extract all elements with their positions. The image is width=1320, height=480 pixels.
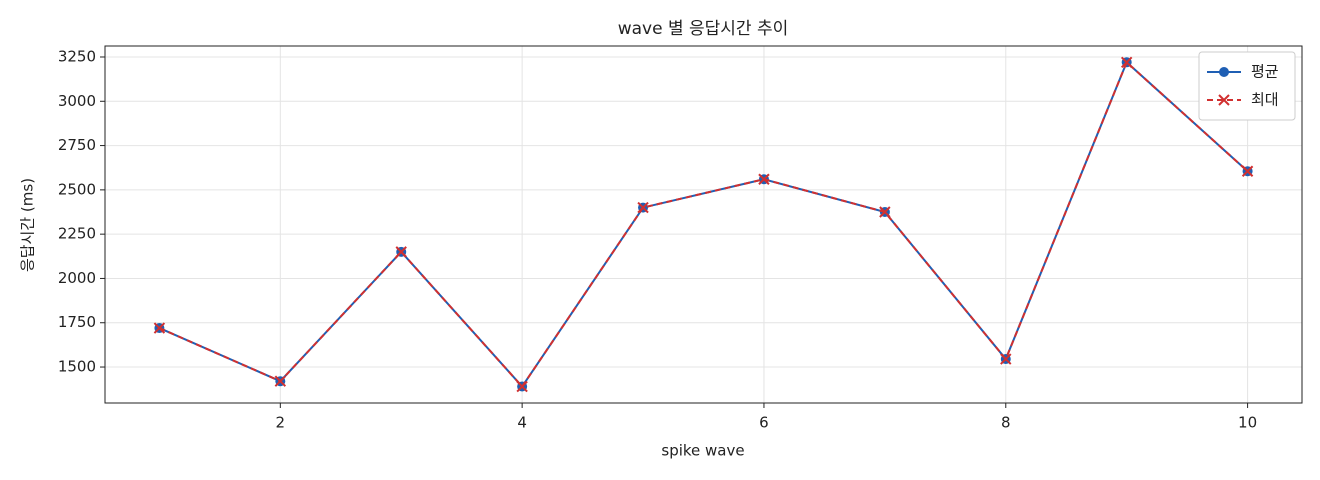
- x-tick-label: 8: [1001, 414, 1011, 432]
- y-tick-label: 2750: [58, 136, 96, 154]
- marker: [274, 375, 287, 387]
- marker: [516, 380, 528, 393]
- y-tick-label: 2500: [58, 180, 96, 198]
- marker: [1120, 56, 1133, 69]
- marker: [758, 173, 770, 185]
- x-axis-label: spike wave: [661, 442, 744, 460]
- marker: [879, 206, 891, 218]
- y-axis-label: 응답시간 (ms): [19, 178, 37, 272]
- legend-label: 평균: [1251, 63, 1279, 81]
- legend-label: 최대: [1251, 91, 1279, 109]
- y-tick-label: 2250: [58, 225, 96, 243]
- chart-title: wave 별 응답시간 추이: [618, 19, 789, 39]
- marker: [637, 201, 649, 214]
- y-tick-label: 3250: [58, 47, 96, 65]
- x-tick-label: 2: [276, 414, 286, 432]
- marker: [1219, 67, 1229, 77]
- y-tick-label: 1500: [58, 358, 96, 376]
- x-tick-label: 6: [759, 414, 769, 432]
- legend-box: [1198, 51, 1296, 121]
- y-tick-label: 2000: [58, 269, 96, 287]
- marker: [1218, 94, 1230, 106]
- marker: [153, 322, 166, 334]
- marker: [395, 246, 407, 258]
- marker: [1241, 165, 1254, 177]
- line: [159, 60, 1249, 389]
- line: [159, 60, 1249, 389]
- x-tick-label: 4: [517, 414, 527, 432]
- marker: [1000, 353, 1012, 365]
- y-tick-label: 3000: [58, 92, 96, 110]
- plot-frame: [104, 45, 1303, 404]
- y-tick-label: 1750: [58, 313, 96, 331]
- x-tick-label: 10: [1238, 414, 1257, 432]
